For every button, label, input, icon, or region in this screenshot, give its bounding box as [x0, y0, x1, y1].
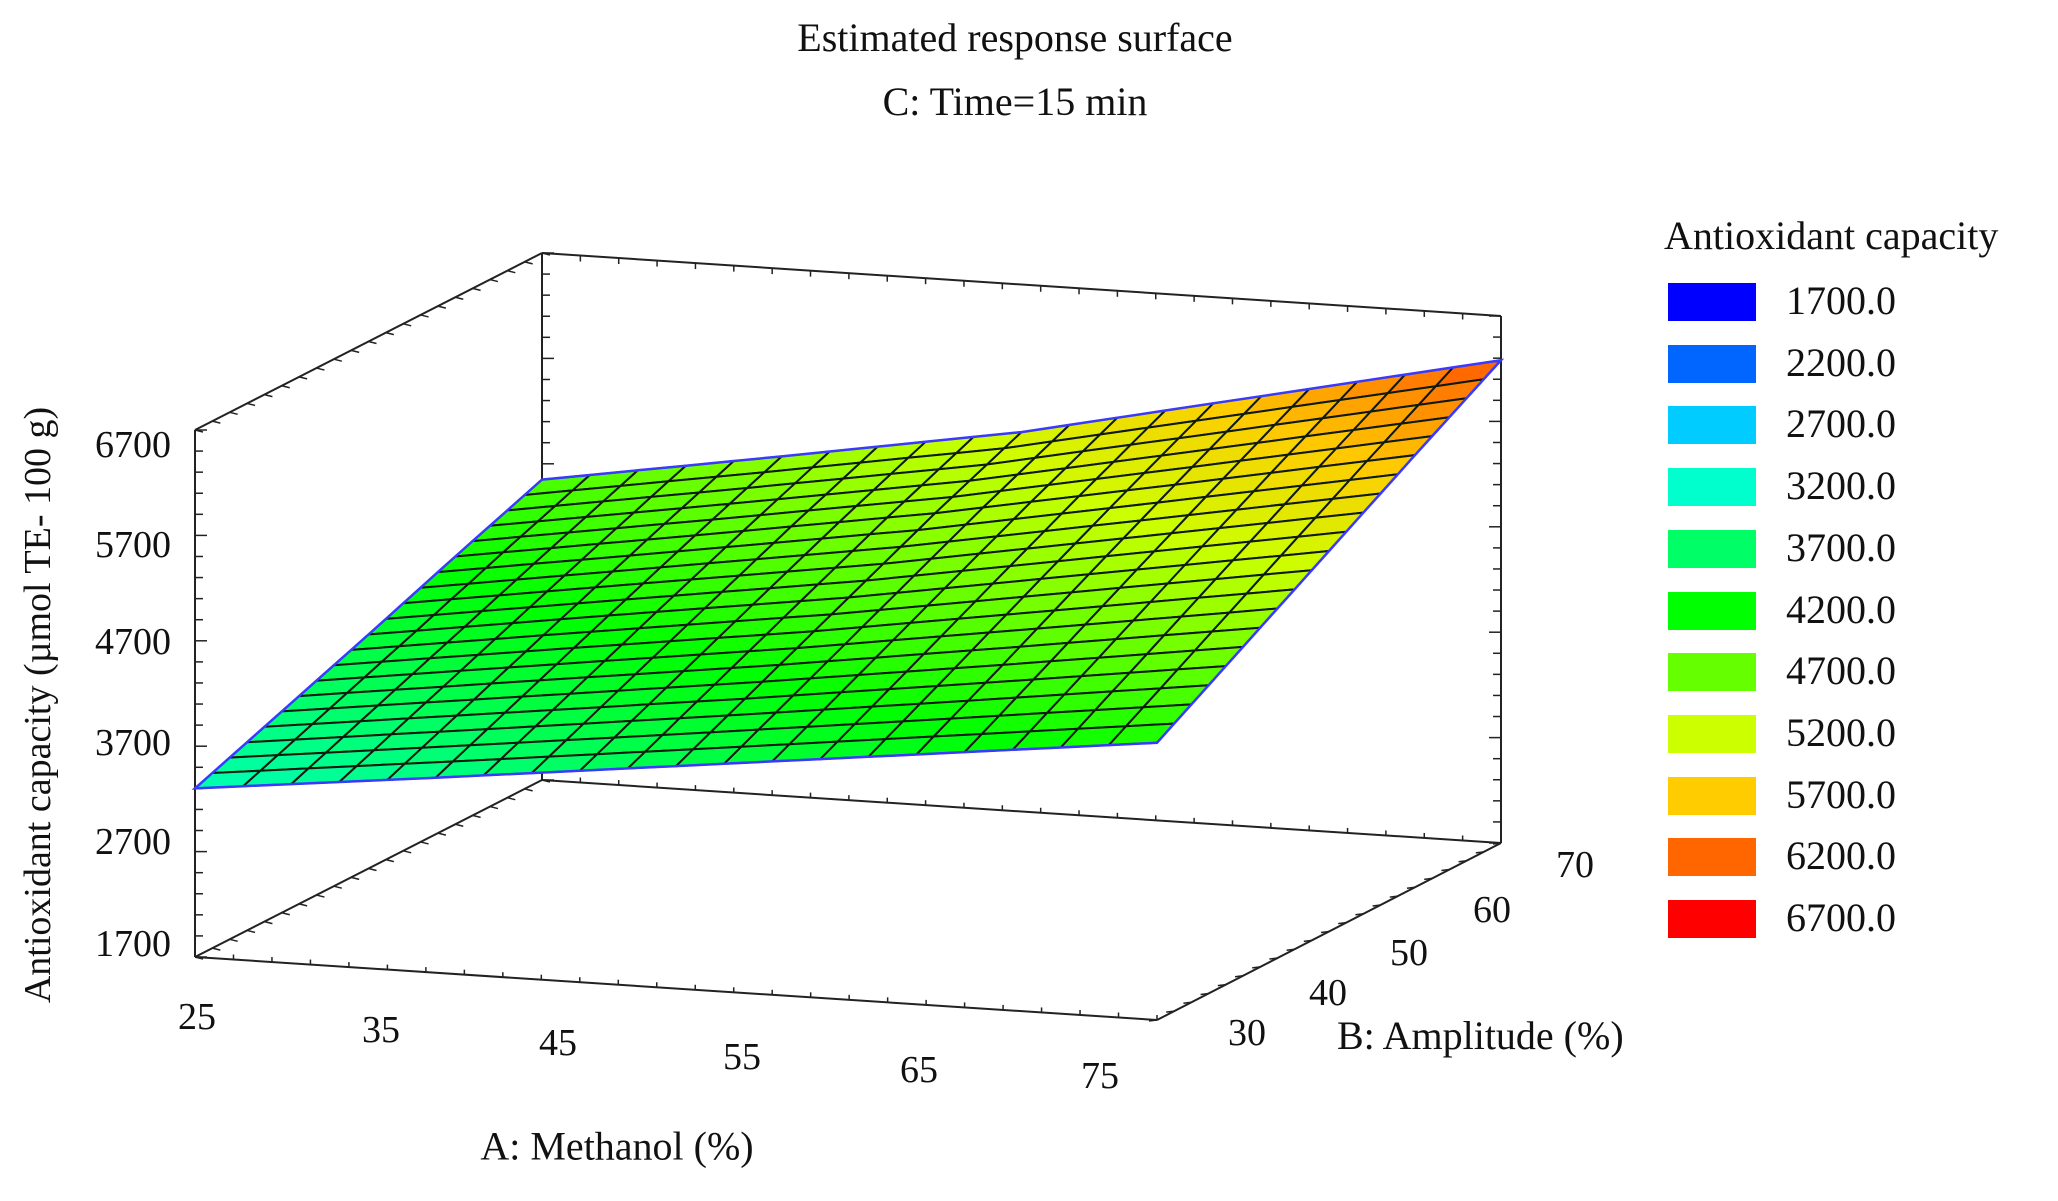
z-tick-label: 1700 — [95, 923, 171, 965]
z-tick-label: 2700 — [95, 821, 171, 863]
legend-label: 2200.0 — [1786, 339, 1896, 385]
legend-label: 2700.0 — [1786, 401, 1896, 447]
legend-title: Antioxidant capacity — [1664, 213, 1999, 258]
legend-item: 6700.0 — [1668, 895, 2028, 940]
y-axis-title: B: Amplitude (%) — [1337, 1013, 1624, 1058]
response-surface — [191, 358, 1505, 790]
x-tick-label: 35 — [362, 1009, 400, 1051]
legend-label: 3200.0 — [1786, 463, 1896, 509]
y-tick-label: 30 — [1228, 1012, 1266, 1054]
y-tick-label: 50 — [1390, 932, 1428, 974]
z-tick-label: 6700 — [95, 424, 171, 466]
legend-label: 6200.0 — [1786, 833, 1896, 879]
z-tick-label: 3700 — [95, 722, 171, 764]
y-tick-label: 40 — [1309, 972, 1347, 1014]
x-tick-label: 55 — [723, 1036, 761, 1078]
legend-item: 5200.0 — [1668, 710, 2028, 755]
legend-swatch — [1668, 344, 1756, 383]
legend-swatch — [1668, 714, 1756, 753]
y-tick-label: 70 — [1556, 844, 1594, 886]
legend-item: 6200.0 — [1668, 833, 2028, 878]
legend-label: 4700.0 — [1786, 648, 1896, 694]
legend-item: 1700.0 — [1668, 278, 2028, 323]
legend-item: 3700.0 — [1668, 525, 2028, 570]
legend-swatch — [1668, 529, 1756, 568]
chart-title: Estimated response surface — [797, 15, 1233, 60]
x-tick-label: 45 — [539, 1022, 577, 1064]
legend-label: 5200.0 — [1786, 709, 1896, 755]
legend-swatch — [1668, 283, 1756, 321]
legend-label: 1700.0 — [1786, 278, 1896, 323]
legend-swatch — [1668, 900, 1756, 938]
y-tick-label: 60 — [1473, 889, 1511, 931]
legend-label: 5700.0 — [1786, 771, 1896, 817]
legend-swatch — [1668, 838, 1756, 877]
z-axis-title: Antioxidant capacity (µmol TE- 100 g) — [17, 406, 59, 1004]
x-tick-label: 65 — [900, 1049, 938, 1091]
legend-item: 4200.0 — [1668, 587, 2028, 632]
legend-swatch — [1668, 776, 1756, 815]
legend-swatch — [1668, 591, 1756, 630]
z-tick-label: 4700 — [95, 621, 171, 663]
x-tick-label: 75 — [1081, 1055, 1119, 1097]
legend-item: 2200.0 — [1668, 340, 2028, 385]
legend-item: 5700.0 — [1668, 772, 2028, 817]
legend-item: 3200.0 — [1668, 463, 2028, 508]
color-legend: Antioxidant capacity 1700.0 2200.0 2700.0 3… — [1664, 212, 1998, 940]
legend-swatch — [1668, 468, 1756, 507]
legend-item: 2700.0 — [1668, 401, 2028, 446]
chart-subtitle: C: Time=15 min — [882, 79, 1148, 124]
legend-swatch — [1668, 406, 1756, 445]
x-tick-label: 25 — [178, 996, 216, 1038]
legend-item: 4700.0 — [1668, 648, 2028, 693]
legend-label: 3700.0 — [1786, 524, 1896, 570]
legend-label: 6700.0 — [1786, 895, 1896, 940]
x-axis-title: A: Methanol (%) — [480, 1123, 754, 1169]
legend-label: 4200.0 — [1786, 586, 1896, 632]
z-tick-label: 5700 — [95, 524, 171, 566]
legend-swatch — [1668, 653, 1756, 692]
